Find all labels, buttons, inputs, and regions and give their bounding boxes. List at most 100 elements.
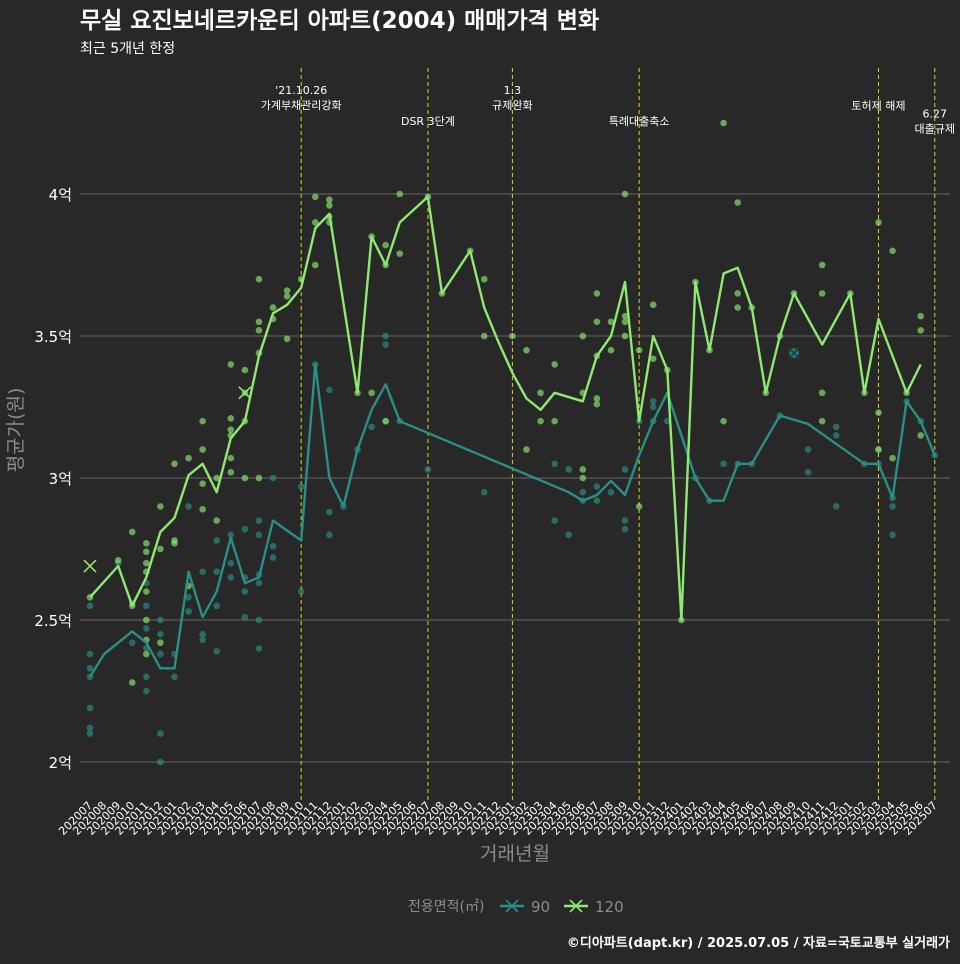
footer-credit: ©디아파트(dapt.kr) / 2025.07.05 / 자료=국토교통부 실… xyxy=(567,935,950,951)
data-point-90 xyxy=(185,503,192,510)
data-point-90 xyxy=(804,469,812,476)
data-point-120 xyxy=(269,304,277,311)
data-point-90 xyxy=(269,542,277,550)
data-point-120 xyxy=(579,332,587,340)
event-label: 가계부채관리강화 xyxy=(261,99,342,112)
event-label: 1.3 xyxy=(504,84,522,97)
data-point-120 xyxy=(875,409,882,416)
data-point-120 xyxy=(720,119,727,127)
data-point-120 xyxy=(227,454,235,462)
data-point-120 xyxy=(621,332,629,340)
marker-x-120 xyxy=(238,386,252,400)
scatter-points xyxy=(86,119,939,766)
data-point-120 xyxy=(889,454,896,462)
data-point-90 xyxy=(297,483,305,490)
data-point-90 xyxy=(255,579,263,587)
legend-items: 90 120 xyxy=(500,898,624,916)
legend-label-120: 120 xyxy=(595,898,624,916)
data-point-120 xyxy=(326,202,333,209)
data-point-120 xyxy=(227,415,235,422)
data-point-90 xyxy=(143,687,150,695)
chart-title: 무실 요진보네르카운티 아파트(2004) 매매가격 변화 xyxy=(80,8,599,34)
data-point-120 xyxy=(382,417,389,425)
data-point-120 xyxy=(143,540,150,547)
data-point-120 xyxy=(326,196,333,203)
data-point-120 xyxy=(114,557,122,564)
data-point-90 xyxy=(326,386,333,394)
data-point-120 xyxy=(227,426,235,434)
data-point-120 xyxy=(283,287,291,294)
data-point-90 xyxy=(227,531,235,539)
data-point-90 xyxy=(889,531,896,539)
data-point-120 xyxy=(480,275,488,283)
data-point-90 xyxy=(185,593,192,601)
data-point-120 xyxy=(720,417,727,425)
data-point-90 xyxy=(832,503,840,510)
data-point-90 xyxy=(199,630,206,638)
data-point-120 xyxy=(213,474,221,482)
y-axis-title: 평균가(원) xyxy=(5,388,27,473)
data-point-90 xyxy=(157,758,164,766)
data-point-120 xyxy=(875,219,882,226)
data-point-90 xyxy=(720,460,727,468)
data-point-120 xyxy=(509,332,516,340)
marker-x-120 xyxy=(83,559,97,573)
data-point-90 xyxy=(593,483,601,490)
series-line-90 xyxy=(88,363,936,678)
data-point-120 xyxy=(185,454,192,462)
data-point-120 xyxy=(734,304,741,311)
data-point-120 xyxy=(227,361,235,368)
event-label: 대출규제 xyxy=(915,122,955,135)
data-point-90 xyxy=(269,554,277,561)
data-point-90 xyxy=(424,466,432,473)
data-point-90 xyxy=(565,466,573,473)
data-point-90 xyxy=(551,460,558,468)
data-point-120 xyxy=(537,389,544,397)
data-point-120 xyxy=(199,505,206,513)
data-point-120 xyxy=(128,528,136,536)
data-point-120 xyxy=(157,545,164,553)
data-point-120 xyxy=(143,548,150,556)
data-point-90 xyxy=(326,531,333,539)
data-point-90 xyxy=(86,724,94,732)
data-point-90 xyxy=(368,423,375,431)
data-point-120 xyxy=(213,517,221,524)
x-markers xyxy=(83,346,801,573)
data-point-90 xyxy=(565,531,573,539)
data-point-120 xyxy=(199,446,206,453)
event-label: DSR 3단계 xyxy=(401,115,455,128)
data-point-120 xyxy=(875,446,882,453)
legend-swatch-x-120 xyxy=(569,899,583,913)
series-lines xyxy=(88,195,936,678)
data-point-90 xyxy=(227,574,235,581)
data-point-120 xyxy=(143,650,150,658)
data-point-120 xyxy=(818,389,826,397)
data-point-90 xyxy=(649,398,657,405)
event-label: 6.27 xyxy=(923,107,948,120)
data-point-120 xyxy=(480,332,488,340)
data-point-120 xyxy=(283,292,291,300)
data-point-90 xyxy=(157,650,164,658)
data-point-90 xyxy=(86,730,94,737)
y-tick-label: 4억 xyxy=(49,186,72,204)
data-point-120 xyxy=(157,503,164,510)
data-point-90 xyxy=(213,537,221,544)
data-point-90 xyxy=(128,639,136,647)
data-point-120 xyxy=(396,250,404,257)
data-point-90 xyxy=(171,673,178,681)
data-point-120 xyxy=(311,261,319,269)
data-point-120 xyxy=(241,474,249,482)
data-point-120 xyxy=(537,417,544,425)
data-point-90 xyxy=(255,645,263,652)
x-axis-title: 거래년월 xyxy=(480,843,550,865)
y-tick-label: 2억 xyxy=(49,754,72,772)
data-point-120 xyxy=(621,312,629,320)
data-point-120 xyxy=(368,389,375,397)
data-point-120 xyxy=(199,480,206,487)
legend: 전용면적(㎡) 90 120 xyxy=(408,898,624,916)
data-point-120 xyxy=(551,417,558,425)
data-point-120 xyxy=(607,346,615,354)
data-point-120 xyxy=(635,346,643,354)
data-point-120 xyxy=(593,318,601,326)
data-point-90 xyxy=(382,341,389,348)
